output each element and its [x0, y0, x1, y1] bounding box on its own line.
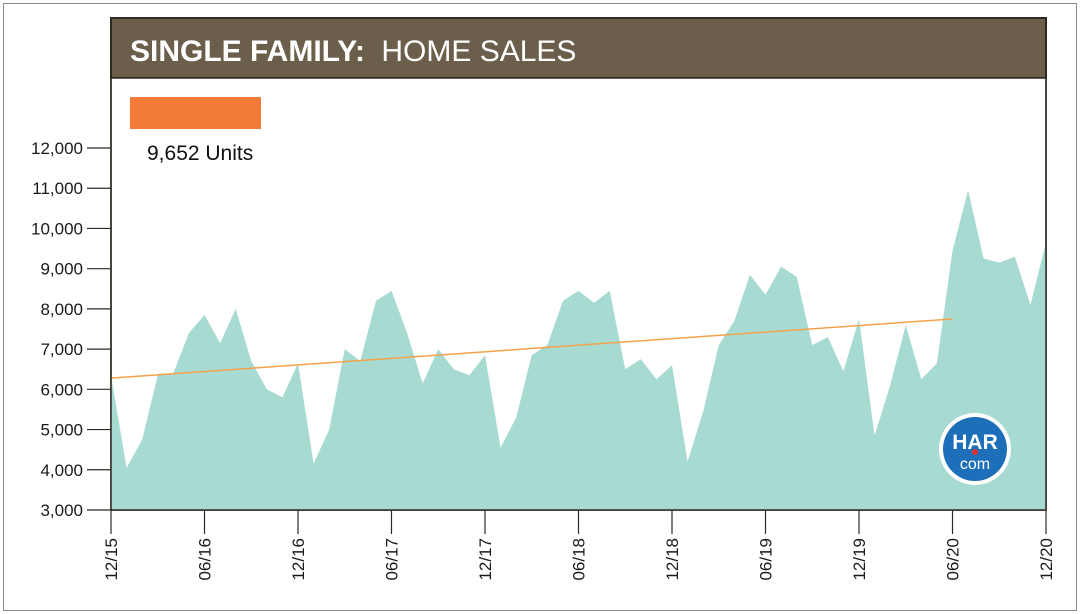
y-tick-label: 10,000 [31, 219, 83, 238]
y-tick-label: 6,000 [40, 380, 83, 399]
x-axis-ticks: 12/15 06/16 12/16 06/17 12/17 06/18 12/18 06/19… [102, 510, 1056, 581]
x-tick-label: 06/16 [196, 538, 215, 581]
sales-area [111, 190, 1046, 511]
x-tick-label: 06/20 [944, 538, 963, 581]
x-tick-label: 12/15 [102, 538, 121, 581]
logo-dot [972, 449, 978, 455]
legend-swatch [130, 97, 261, 129]
y-tick-label: 11,000 [32, 179, 83, 198]
y-tick-label: 8,000 [40, 300, 83, 319]
har-logo: HAR com [939, 413, 1011, 485]
chart-title: SINGLE FAMILY: HOME SALES [130, 35, 576, 68]
y-tick-label: 9,000 [40, 260, 83, 279]
y-tick-label: 5,000 [40, 421, 83, 440]
chart-title-rest: HOME SALES [381, 35, 576, 68]
x-tick-label: 06/18 [570, 538, 589, 581]
x-tick-label: 12/19 [850, 538, 869, 581]
logo-bottom-text: com [960, 456, 990, 473]
x-tick-label: 12/16 [289, 538, 308, 581]
x-tick-label: 06/19 [757, 538, 776, 581]
x-tick-label: 06/17 [383, 538, 402, 581]
trend-line [110, 318, 953, 379]
x-tick-label: 12/20 [1037, 538, 1056, 581]
chart-frame [3, 3, 1077, 611]
y-axis-ticks: 3,000 4,000 5,000 6,000 7,000 8,000 9,000 10,00… [31, 139, 111, 520]
logo-top-text: HAR [952, 431, 998, 454]
x-tick-label: 12/18 [663, 538, 682, 581]
legend-label: 9,652 Units [147, 142, 253, 165]
y-tick-label: 4,000 [40, 461, 83, 480]
chart-title-bold: SINGLE FAMILY: [130, 35, 365, 68]
y-tick-label: 3,000 [40, 501, 83, 520]
y-tick-label: 7,000 [40, 340, 83, 359]
x-tick-label: 12/17 [476, 538, 495, 581]
y-tick-label: 12,000 [31, 139, 83, 158]
